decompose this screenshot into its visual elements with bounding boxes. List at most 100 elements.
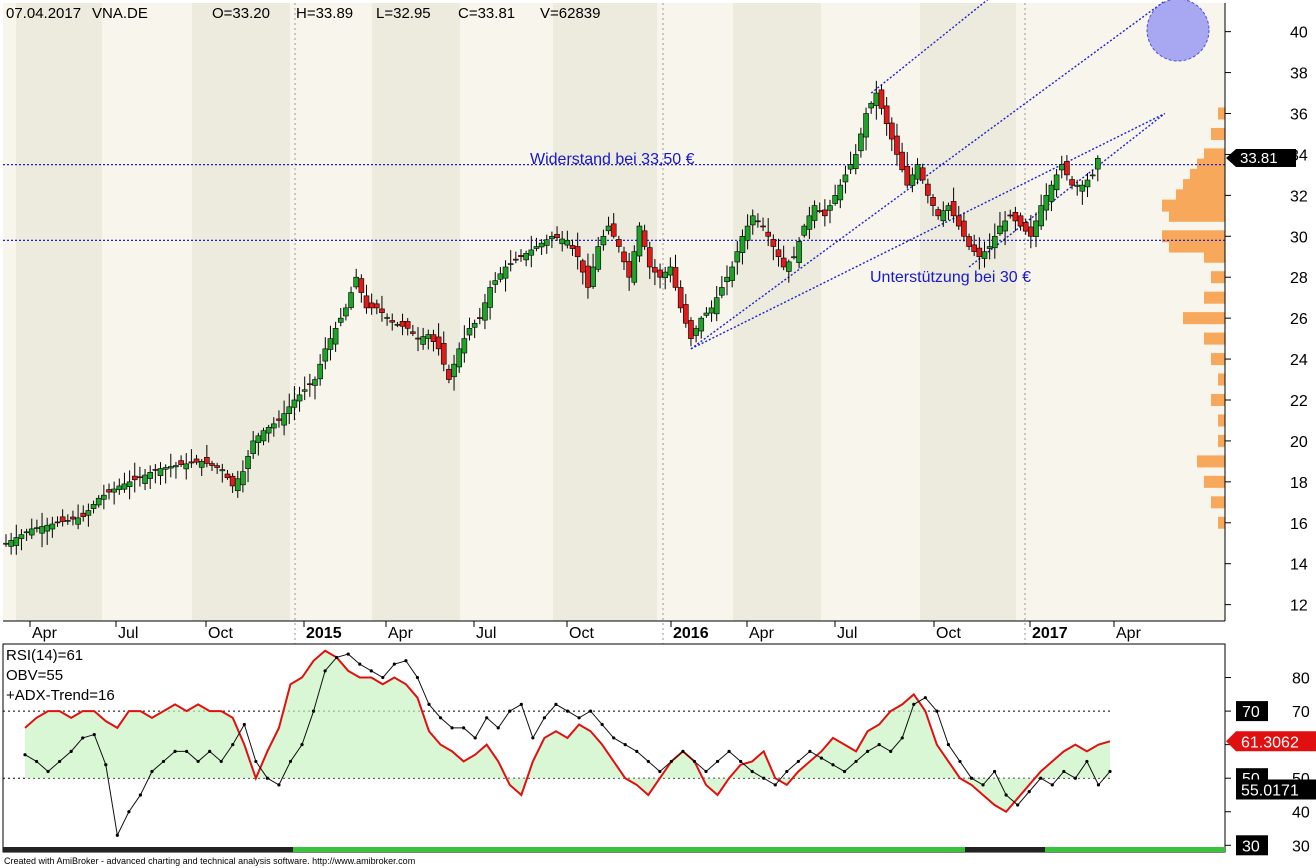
price-tick-label: 38: [1290, 66, 1308, 83]
candle-body: [852, 154, 859, 169]
candle-body: [373, 303, 380, 309]
candle-body: [791, 256, 797, 259]
obv-point: [92, 732, 96, 737]
candle-body: [1064, 161, 1070, 176]
candle-body: [85, 510, 92, 516]
candle-body: [301, 389, 308, 392]
channel-line: [690, 0, 1166, 350]
candle-body: [327, 338, 334, 350]
indicator-tick-label: 80: [1292, 671, 1310, 688]
candle-body: [270, 423, 277, 429]
rsi-value-label: 61.3062: [1241, 734, 1299, 751]
obv-point: [254, 759, 258, 764]
time-axis: Apr Jul Oct 2015 Apr Jul Oct 2016 Apr Jul Oct 2017 A…: [29, 621, 1142, 642]
volume-profile-bar: [1162, 230, 1225, 243]
candle-body: [44, 524, 51, 532]
candle-body: [461, 338, 468, 354]
price-tick-label: 20: [1290, 434, 1308, 451]
candle-body: [353, 276, 360, 288]
candle-body: [198, 461, 205, 468]
candle-body: [832, 195, 838, 204]
candle-body: [13, 537, 20, 546]
candle-body: [162, 467, 169, 470]
candle-body: [224, 473, 231, 479]
obv-point: [335, 655, 339, 660]
candle-body: [337, 317, 344, 323]
obv-point: [508, 709, 512, 713]
time-tick-label: 2015: [306, 625, 342, 642]
candle-body: [121, 483, 128, 490]
price-tick-label: 24: [1290, 352, 1308, 369]
obv-point: [184, 749, 189, 753]
obv-point: [1016, 803, 1020, 807]
candle-body: [343, 307, 349, 317]
header-date: 07.04.2017: [6, 5, 81, 22]
obv-point: [577, 716, 581, 720]
candle-body: [260, 430, 267, 442]
candle-body: [646, 247, 653, 268]
volume-profile-bar: [1218, 107, 1225, 120]
obv-point: [404, 659, 408, 663]
obv-point: [1096, 783, 1101, 787]
obv-point: [1039, 776, 1043, 780]
obv-point: [588, 709, 593, 713]
candle-body: [950, 201, 957, 217]
candle-body: [997, 225, 1003, 235]
obv-point: [69, 749, 73, 753]
candle-body: [1043, 195, 1050, 211]
candle-body: [204, 457, 210, 464]
level-box-label: 30: [1242, 838, 1260, 855]
candle-body: [430, 334, 437, 342]
candle-body: [23, 531, 30, 534]
obv-point: [692, 759, 697, 764]
candle-body: [986, 246, 993, 249]
candle-body: [446, 368, 452, 380]
obv-point: [681, 749, 685, 753]
obv-point: [992, 769, 997, 774]
obv-point: [981, 783, 985, 787]
candle-body: [744, 225, 751, 241]
volume-profile-bar: [1169, 209, 1225, 222]
obv-point: [392, 662, 396, 666]
time-tick-label: Apr: [749, 625, 775, 642]
candle-body: [543, 239, 550, 246]
candle-body: [564, 240, 571, 246]
obv-point: [81, 736, 85, 740]
header-symbol: VNA.DE: [92, 5, 148, 22]
candle-body: [111, 488, 117, 493]
candle-body: [554, 234, 560, 238]
obv-point: [277, 783, 281, 787]
indicator-tick-label: 30: [1292, 838, 1310, 855]
obv-point: [323, 669, 327, 673]
candle-body: [785, 261, 792, 272]
candle-body: [626, 261, 632, 278]
candle-body: [240, 471, 246, 486]
price-tick-label: 28: [1290, 270, 1308, 287]
candle-body: [482, 302, 488, 321]
volume-profile: [1162, 107, 1225, 529]
candle-body: [729, 266, 735, 281]
volume-profile-bar: [1190, 168, 1225, 181]
candle-body: [106, 489, 112, 493]
obv-point: [450, 726, 454, 730]
last-price-label: 33.81: [1240, 150, 1278, 167]
volume-profile-bar: [1218, 414, 1225, 427]
candle-body: [930, 197, 936, 206]
candle-body: [425, 334, 432, 339]
obv-point: [923, 696, 927, 700]
candle-body: [868, 102, 875, 109]
candle-body: [1022, 222, 1029, 232]
candle-body: [80, 512, 87, 517]
candle-body: [955, 215, 962, 227]
obv-point: [1027, 790, 1031, 794]
volume-profile-bar: [1211, 393, 1225, 406]
candle-body: [822, 209, 828, 217]
candle-body: [621, 251, 627, 263]
volume-profile-bar: [1183, 312, 1225, 325]
obv-point: [473, 736, 477, 740]
candle-body: [1017, 215, 1024, 227]
candle-body: [657, 269, 663, 278]
candle-body: [229, 475, 236, 487]
candle-body: [142, 474, 148, 484]
month-band: [192, 3, 290, 621]
